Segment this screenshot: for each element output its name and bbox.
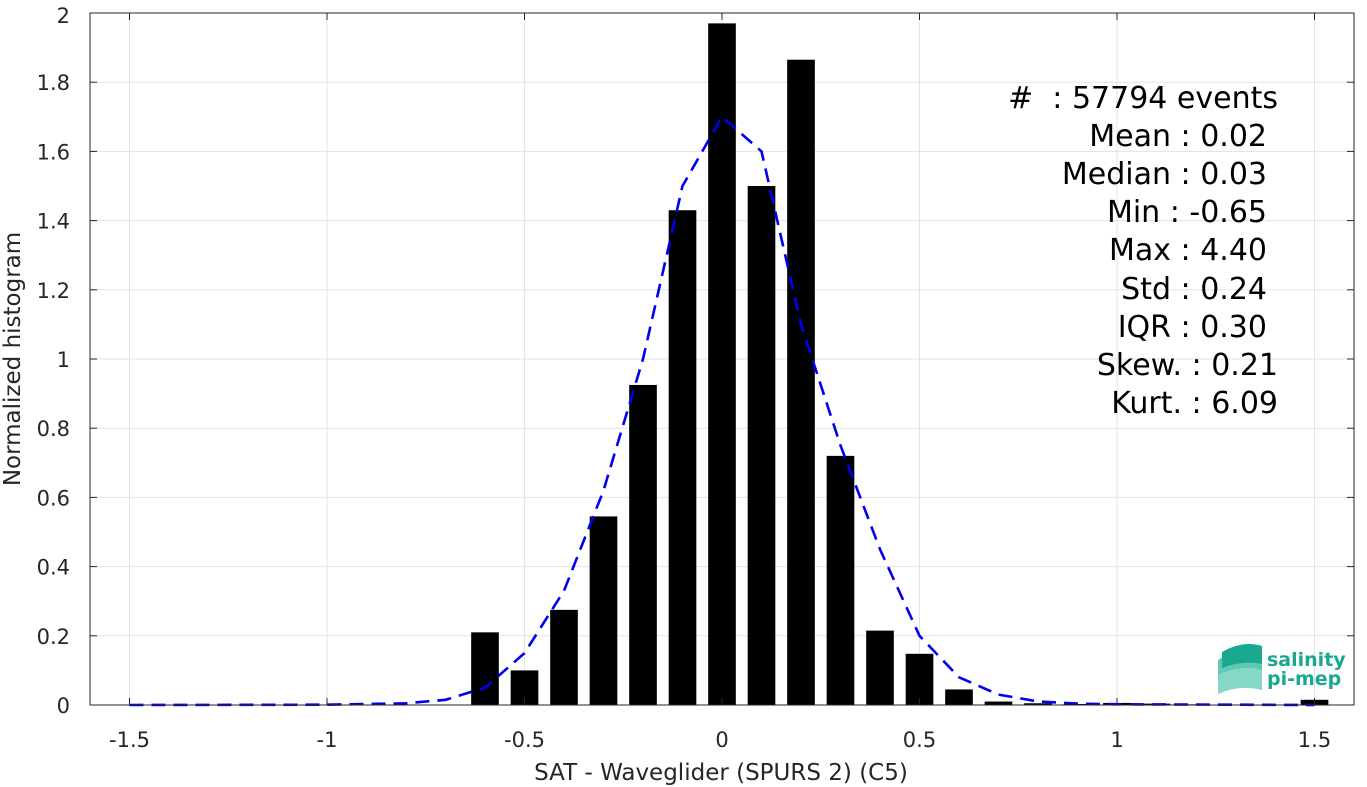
x-tick-label: -1 <box>317 728 338 752</box>
histogram-bar <box>787 59 815 705</box>
stat-median: Median : 0.03 <box>1062 157 1267 192</box>
y-tick-label: 1 <box>57 348 70 372</box>
axis-ticks <box>90 12 1354 706</box>
stat-std: Std : 0.24 <box>1121 272 1267 307</box>
logo-waves-icon <box>1218 644 1262 694</box>
y-tick-label: 2 <box>57 4 70 28</box>
stat-iqr: IQR : 0.30 <box>1118 310 1267 345</box>
stat-kurt: Kurt. : 6.09 <box>1111 386 1278 421</box>
y-tick-label: 0.8 <box>37 417 70 441</box>
y-tick-label: 1.6 <box>37 140 70 164</box>
y-tick-label: 1.8 <box>37 71 70 95</box>
fit-curve <box>129 114 1315 707</box>
histogram-bar <box>589 516 618 705</box>
x-tick-label: 0 <box>715 728 728 752</box>
y-tick-label: 1.2 <box>37 279 70 303</box>
y-tick-label: 0.6 <box>37 486 70 510</box>
stat-mean: Mean : 0.02 <box>1089 119 1267 154</box>
histogram-bars <box>471 23 1329 705</box>
y-tick-labels: 0 0.2 0.4 0.6 0.8 1 1.2 1.4 1.6 1.8 2 <box>37 4 70 718</box>
x-tick-label: 1 <box>1110 728 1123 752</box>
stat-skew: Skew. : 0.21 <box>1097 348 1278 383</box>
histogram-bar <box>471 632 499 705</box>
histogram-bar <box>866 630 894 705</box>
histogram-bar <box>708 23 736 705</box>
histogram-bar <box>629 384 657 705</box>
y-tick-label: 0.2 <box>37 625 70 649</box>
stat-min: Min : -0.65 <box>1107 195 1267 230</box>
x-tick-labels: -1.5 -1 -0.5 0 0.5 1 1.5 <box>109 728 1331 752</box>
salinity-pimep-logo: salinity pi-mep <box>1218 644 1346 694</box>
y-tick-label: 1.4 <box>37 210 70 234</box>
x-axis-label: SAT - Waveglider (SPURS 2) (C5) <box>534 760 908 786</box>
histogram-bar <box>905 653 934 705</box>
y-tick-label: 0.4 <box>37 556 70 580</box>
histogram-bar <box>747 186 776 705</box>
y-axis-label: Normalized histogram <box>0 232 26 486</box>
x-tick-label: -1.5 <box>109 728 150 752</box>
histogram-bar <box>945 689 973 705</box>
statistics-annotation: # : 57794 events Mean : 0.02 Median : 0.… <box>1008 81 1278 421</box>
logo-text-pimep: pi-mep <box>1267 668 1341 690</box>
histogram-bar <box>984 701 1013 705</box>
x-tick-label: 1.5 <box>1298 728 1331 752</box>
histogram-bar <box>668 210 697 705</box>
x-tick-label: -0.5 <box>504 728 545 752</box>
histogram-bar <box>550 609 578 705</box>
stat-events: # : 57794 events <box>1008 81 1278 116</box>
logo-text-salinity: salinity <box>1267 649 1346 671</box>
stat-max: Max : 4.40 <box>1109 233 1267 268</box>
x-tick-label: 0.5 <box>903 728 936 752</box>
y-tick-label: 0 <box>57 694 70 718</box>
histogram-bar <box>1024 703 1052 705</box>
histogram-bar <box>826 455 855 705</box>
